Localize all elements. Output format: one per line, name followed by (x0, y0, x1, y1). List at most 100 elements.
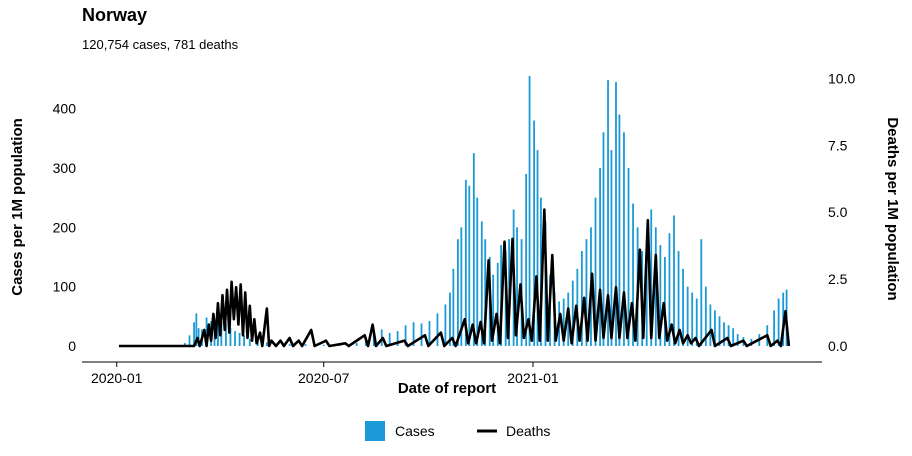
cases-bar (677, 251, 680, 346)
deaths-line (119, 208, 791, 348)
x-axis-ticks: 2020-01 2020-07 2021-01 (91, 362, 559, 386)
cases-bar (492, 274, 495, 346)
cases-bar (623, 132, 625, 346)
left-tick-label: 0 (68, 338, 76, 354)
cases-bar (668, 233, 671, 346)
cases-bar (580, 251, 583, 346)
cases-bar (777, 298, 780, 346)
left-tick-label: 300 (53, 160, 77, 176)
cases-bar (449, 292, 451, 346)
cases-bar (736, 334, 739, 346)
cases-bar (452, 268, 455, 346)
cases-bar (686, 286, 689, 346)
cases-bar (682, 268, 684, 346)
cases-bar (238, 332, 241, 346)
cases-bar (322, 344, 325, 346)
left-axis-title: Cases per 1M population (9, 118, 26, 296)
cases-bar (234, 331, 236, 346)
cases-bar (195, 313, 198, 346)
cases-bar (288, 344, 291, 346)
cases-bar (673, 215, 675, 346)
right-tick-label: 5.0 (828, 204, 848, 220)
cases-bar (691, 292, 694, 346)
cases-bar (627, 167, 630, 346)
cases-bar (607, 80, 609, 347)
chart-subtitle: 120,754 cases, 781 deaths (82, 37, 239, 52)
cases-bar (664, 256, 666, 346)
cases-bar (193, 322, 195, 346)
cases-bar (184, 343, 186, 346)
cases-bar (571, 280, 574, 346)
cases-bar (304, 344, 307, 346)
cases-bar (355, 343, 358, 346)
cases-bar (610, 150, 613, 346)
cases-bar (645, 239, 648, 346)
right-axis-title: Deaths per 1M population (884, 117, 901, 300)
x-axis-title: Date of report (398, 380, 496, 397)
x-tick-label: 2020-01 (91, 370, 143, 386)
left-tick-label: 100 (53, 279, 77, 295)
legend-cases-label: Cases (395, 423, 435, 439)
cases-bar (464, 179, 467, 346)
legend: Cases Deaths (365, 421, 550, 441)
cases-bar (659, 245, 662, 346)
cases-bar (457, 239, 459, 346)
cases-bar (704, 286, 707, 346)
cases-bar (476, 197, 479, 346)
cases-bar (732, 328, 735, 346)
cases-bar (248, 338, 251, 346)
cases-bar (618, 114, 621, 346)
cases-bar (615, 81, 617, 347)
cases-bar (188, 335, 191, 346)
cases-bar (695, 298, 698, 346)
cases-bar (585, 239, 588, 346)
left-tick-label: 200 (53, 219, 77, 235)
cases-bar (536, 150, 539, 346)
legend-cases-swatch (365, 421, 385, 441)
left-axis-ticks: 0 100 200 300 400 (53, 101, 77, 354)
cases-bar (217, 310, 219, 346)
cases-bar (225, 323, 227, 346)
right-tick-label: 7.5 (828, 137, 848, 153)
cases-bar (388, 332, 391, 346)
cases-bar (723, 322, 725, 346)
x-tick-label: 2021-01 (507, 370, 559, 386)
cases-bar (496, 262, 499, 346)
cases-bar (484, 239, 487, 346)
cases-bar (516, 227, 518, 346)
cases-bar (420, 323, 423, 346)
cases-bar (562, 298, 565, 346)
cases-bar (197, 328, 200, 346)
cases-bar (205, 317, 208, 346)
cases-bar (412, 322, 415, 346)
cases-bar (468, 185, 471, 346)
cases-bar (650, 209, 653, 346)
cases-bar (396, 331, 399, 346)
cases-bar (404, 325, 407, 346)
right-axis-ticks: 0.0 2.5 5.0 7.5 10.0 (828, 70, 855, 354)
cases-bar (436, 313, 439, 346)
cases-bar (460, 227, 463, 346)
cases-bar (700, 239, 703, 346)
right-tick-label: 10.0 (828, 70, 855, 86)
cases-bar (632, 203, 634, 346)
cases-bar (727, 325, 730, 346)
cases-bar (480, 221, 483, 346)
cases-bar (533, 120, 536, 346)
cases-bar (599, 167, 601, 346)
cases-bar (602, 132, 605, 346)
chart-title: Norway (82, 5, 147, 25)
cases-bar (229, 328, 232, 346)
cases-bar (528, 75, 531, 346)
cases-bar (718, 316, 721, 346)
cases-bar (444, 304, 447, 346)
cases-bar (265, 342, 268, 346)
cases-bar (428, 321, 431, 346)
cases-bar (709, 304, 712, 346)
cases-bar (472, 153, 475, 346)
cases-bar (773, 310, 775, 346)
cases-bar (243, 335, 245, 346)
cases-bar (594, 197, 597, 346)
cases-bar (525, 173, 528, 346)
